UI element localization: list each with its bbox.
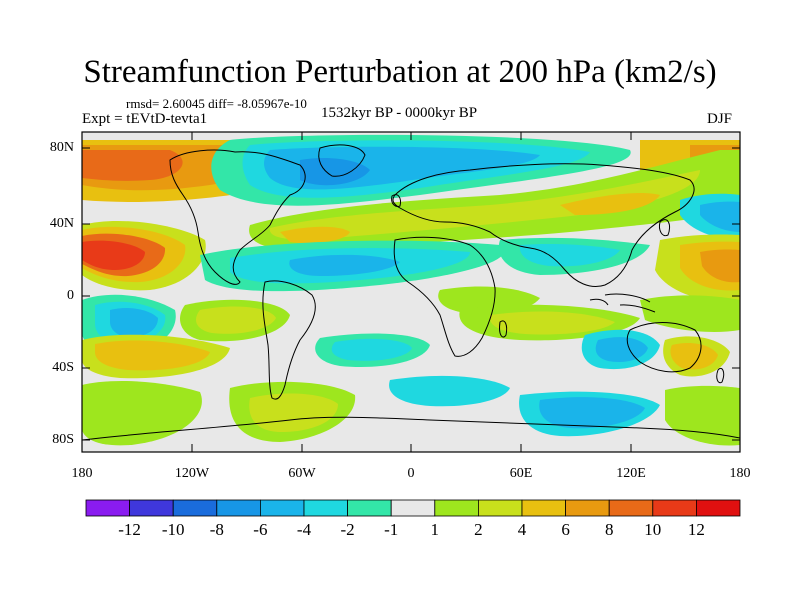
season-label: DJF [707, 111, 733, 127]
colorbar-label: 8 [604, 520, 614, 539]
colorbar-label: -2 [340, 520, 355, 539]
colorbar-swatch [390, 499, 436, 517]
lat-label-0: 0 [67, 288, 74, 303]
lat-label-40s: 40S [52, 360, 74, 375]
colorbar-label: -6 [253, 520, 268, 539]
colorbar-swatch [652, 499, 697, 517]
lon-label-180e: 180 [729, 466, 751, 481]
colorbar-label: 2 [474, 520, 483, 539]
colorbar-swatch [347, 499, 392, 517]
colorbar-swatch [477, 499, 523, 517]
colorbar-label: 4 [517, 520, 527, 539]
colorbar-label: -10 [161, 520, 185, 539]
lon-label-60e: 60E [509, 466, 533, 481]
lon-label-60w: 60W [288, 466, 316, 481]
colorbar-label: -1 [384, 520, 399, 539]
colorbar-swatch [216, 499, 261, 517]
lon-label-0: 0 [407, 466, 415, 481]
colorbar-label: 10 [644, 520, 662, 539]
experiment-label: Expt = tEVtD-tevta1 [82, 111, 208, 127]
colorbar-swatch [129, 499, 174, 517]
colorbar-swatch [259, 499, 305, 517]
lat-label-80n: 80N [49, 140, 74, 155]
colorbar-swatch [521, 499, 566, 517]
lon-label-120w: 120W [174, 466, 210, 481]
colorbar-label: 6 [561, 520, 570, 539]
period-label: 1532kyr BP - 0000kyr BP [321, 105, 478, 121]
colorbar-label: 12 [687, 520, 705, 539]
colorbar [85, 499, 741, 517]
colorbar-label: -12 [118, 520, 141, 539]
colorbar-label: -4 [296, 520, 312, 539]
colorbar-swatch [565, 499, 610, 517]
colorbar-label: -8 [209, 520, 224, 539]
colorbar-swatch [696, 499, 741, 517]
colorbar-swatch [434, 499, 479, 517]
lon-label-120e: 120E [616, 466, 646, 481]
lat-label-40n: 40N [49, 216, 74, 231]
map-title: Streamfunction Perturbation at 200 hPa (… [83, 54, 717, 90]
stats-line: rmsd= 2.60045 diff= -8.05967e-10 [126, 96, 307, 111]
colorbar-swatch [303, 499, 348, 517]
coastlines [82, 144, 740, 441]
lon-label-180w: 180 [71, 466, 93, 481]
axis-ticks [81, 132, 741, 452]
lat-label-80s: 80S [52, 432, 74, 447]
colorbar-swatch [172, 499, 218, 517]
contour-fill-layer [82, 134, 740, 446]
colorbar-label: 1 [430, 520, 440, 539]
colorbar-swatch [608, 499, 654, 517]
colorbar-swatch [85, 499, 130, 517]
